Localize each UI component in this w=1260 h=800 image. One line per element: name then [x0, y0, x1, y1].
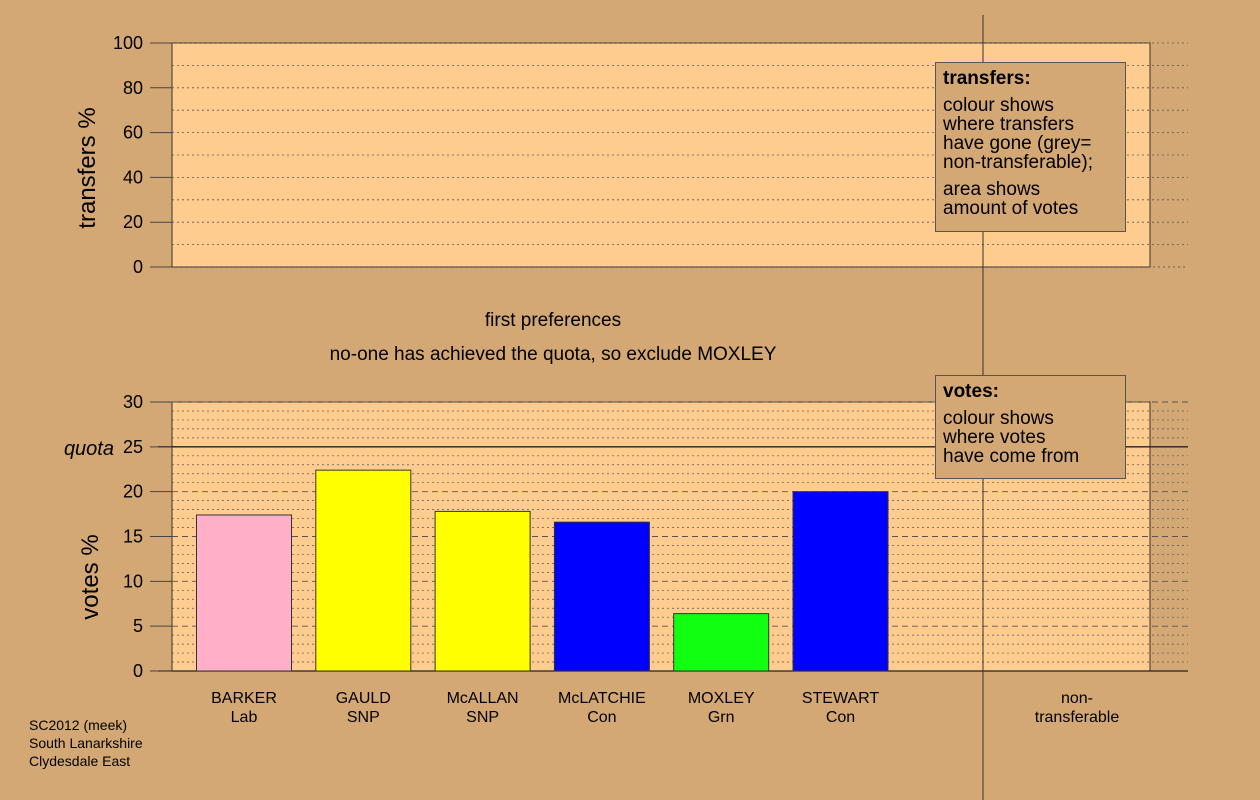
candidate-label-stewart: STEWART Con: [786, 689, 896, 727]
candidate-name: STEWART: [801, 690, 880, 707]
candidate-party: SNP: [466, 709, 500, 726]
transfers-y-ticks: 0 20 40 60 80 100: [113, 33, 172, 277]
transfers-legend-line: non-transferable);: [943, 152, 1093, 173]
stage-message: first preferences: [484, 310, 622, 331]
votes-tick-label: 20: [123, 482, 143, 502]
bar-stewart: [792, 491, 889, 672]
transfers-tick-label: 100: [113, 33, 143, 53]
candidate-name: BARKER: [211, 690, 277, 707]
transfers-legend-line: where transfers: [943, 114, 1074, 135]
candidate-name: GAULD: [335, 690, 391, 707]
source-note: SC2012 (meek) South Lanarkshire Clydesda…: [29, 716, 143, 770]
candidate-label-barker: BARKER Lab: [189, 689, 299, 727]
votes-legend-line: where votes: [943, 427, 1046, 448]
bar-gauld: [315, 469, 412, 672]
nontransferable-label: non- transferable: [1022, 689, 1132, 727]
source-line-2: South Lanarkshire: [29, 735, 143, 751]
transfers-legend-title: transfers:: [943, 68, 1031, 89]
nontransferable-label-line2: transferable: [1034, 709, 1120, 726]
nontransferable-label-line1: non-: [1060, 690, 1094, 707]
candidate-party: Con: [825, 709, 856, 726]
transfers-tick-label: 80: [123, 78, 143, 98]
transfers-tick-label: 20: [123, 212, 143, 232]
votes-legend: votes: colour shows where votes have com…: [935, 375, 1126, 479]
votes-legend-title: votes:: [943, 381, 999, 402]
transfers-legend: transfers: colour shows where transfers …: [935, 62, 1126, 232]
bar-mcallan: [434, 510, 531, 672]
transfers-legend-line: amount of votes: [943, 198, 1079, 219]
votes-tick-label: 10: [123, 571, 143, 591]
bar-barker: [196, 514, 292, 672]
transfers-legend-line: colour shows: [943, 95, 1054, 116]
votes-tick-label: 15: [123, 527, 143, 547]
bar-moxley: [673, 613, 770, 672]
votes-legend-line: colour shows: [943, 408, 1054, 429]
source-line-1: SC2012 (meek): [29, 717, 128, 733]
votes-axis-title: votes %: [77, 534, 104, 619]
transfers-tick-label: 40: [123, 167, 143, 187]
candidate-party: Grn: [707, 709, 735, 726]
candidate-label-gauld: GAULD SNP: [308, 689, 418, 727]
transfers-tick-label: 60: [123, 123, 143, 143]
transfers-legend-line: area shows: [943, 179, 1041, 200]
candidate-name: McALLAN: [446, 690, 519, 707]
quota-label: quota: [64, 438, 114, 460]
votes-y-ticks: 0 5 10 15 20 25 30: [123, 392, 172, 681]
votes-tick-label: 5: [133, 616, 143, 636]
candidate-party: Lab: [230, 709, 258, 726]
votes-tick-label: 30: [123, 392, 143, 412]
candidate-label-mcallan: McALLAN SNP: [428, 689, 538, 727]
candidate-name: MOXLEY: [687, 690, 755, 707]
source-line-3: Clydesdale East: [29, 753, 131, 769]
transfers-tick-label: 0: [133, 257, 143, 277]
votes-bars: [196, 469, 889, 672]
transfers-legend-line: have gone (grey=: [943, 133, 1092, 154]
transfers-axis-title: transfers %: [74, 107, 101, 228]
candidate-party: SNP: [346, 709, 380, 726]
votes-tick-label: 0: [133, 661, 143, 681]
action-message: no-one has achieved the quota, so exclud…: [329, 344, 777, 365]
votes-tick-label: 25: [123, 437, 143, 457]
candidate-name: McLATCHIE: [558, 690, 646, 707]
bar-mclatchie: [553, 521, 650, 672]
candidate-party: Con: [587, 709, 617, 726]
candidate-label-mclatchie: McLATCHIE Con: [547, 689, 657, 727]
candidate-label-moxley: MOXLEY Grn: [666, 689, 776, 727]
votes-legend-line: have come from: [943, 446, 1080, 467]
